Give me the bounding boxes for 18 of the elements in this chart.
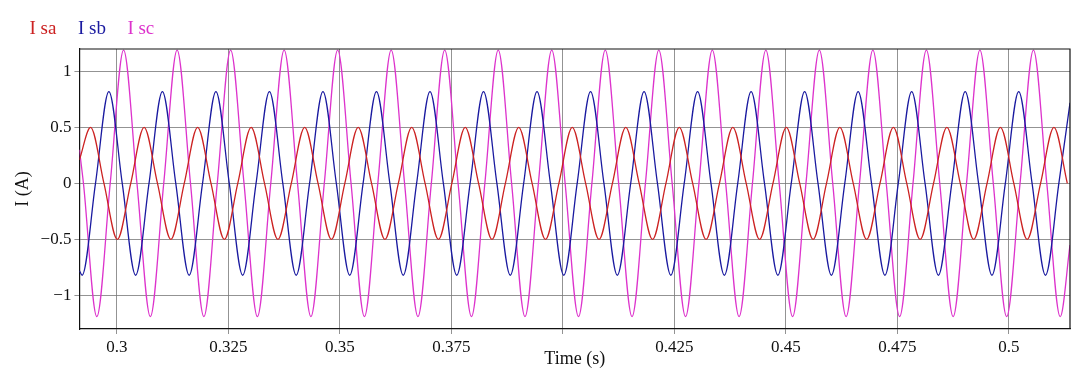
text: I sb <box>77 17 106 39</box>
x-tick-label: 0.475 <box>878 336 917 356</box>
y-tick-label: −0.5 <box>40 228 72 248</box>
x-axis-title: Time (s) <box>544 347 606 369</box>
y-tick-label: −1 <box>53 284 72 304</box>
y-axis-title: I (A) <box>11 171 33 207</box>
x-tick-label: 0.45 <box>771 336 801 356</box>
x-tick-label: 0.325 <box>209 336 248 356</box>
y-tick-label: 0.5 <box>50 116 72 136</box>
x-tick-label: 0.375 <box>432 336 471 356</box>
x-tick-label: 0.425 <box>655 336 694 356</box>
y-tick-label: 1 <box>62 60 72 80</box>
series-label: I sc <box>127 17 155 39</box>
y-tick-label: 0 <box>62 172 72 192</box>
x-tick-label: 0.3 <box>106 336 128 356</box>
x-tick-label: 0.5 <box>998 336 1020 356</box>
text: I sa <box>29 17 57 39</box>
x-tick-label: 0.35 <box>325 336 355 356</box>
